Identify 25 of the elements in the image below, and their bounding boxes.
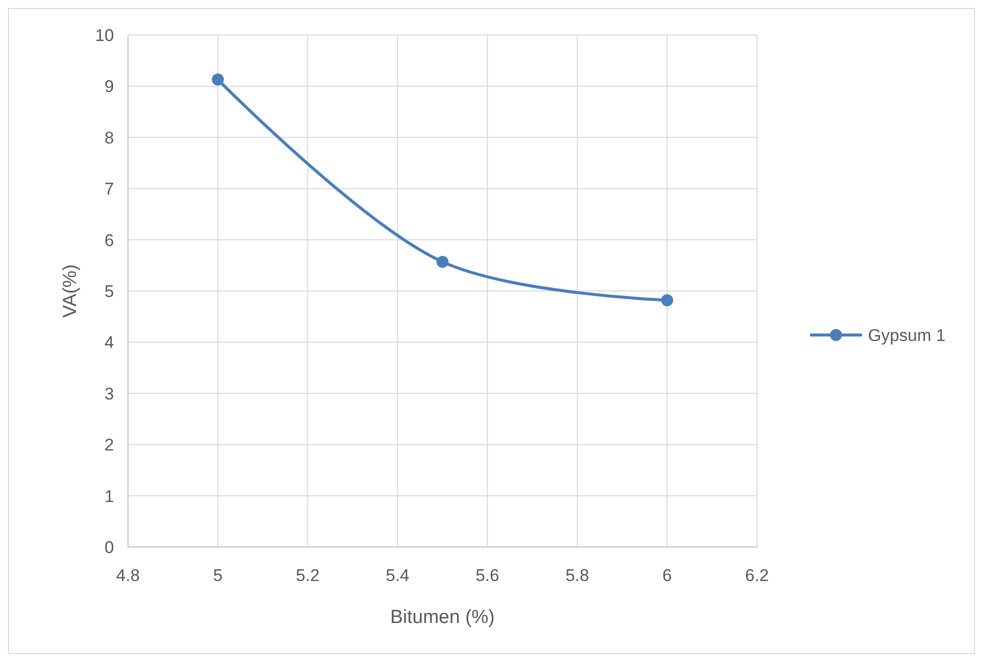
y-axis-title: VA(%) xyxy=(60,264,81,318)
x-tick-label: 5 xyxy=(213,566,223,585)
x-tick-label: 6 xyxy=(662,566,672,585)
point xyxy=(436,256,448,268)
x-tick-label: 5.8 xyxy=(565,566,590,585)
x-tick-label: 5.2 xyxy=(296,566,320,585)
x-axis-title: Bitumen (%) xyxy=(390,607,495,628)
y-tick-label: 4 xyxy=(104,333,114,352)
x-tick-label: 5.4 xyxy=(386,566,410,585)
y-tick-label: 9 xyxy=(104,77,114,96)
y-tick-label: 5 xyxy=(104,282,114,301)
y-tick-label: 0 xyxy=(104,538,114,557)
y-tick-label: 6 xyxy=(104,230,114,250)
point xyxy=(661,294,674,306)
y-tick-label: 8 xyxy=(104,128,114,148)
x-tick-label: 6.2 xyxy=(745,566,769,585)
point xyxy=(212,74,224,86)
x-tick-label: 5.6 xyxy=(476,566,500,585)
x-tick-label: 4.8 xyxy=(116,566,140,585)
y-tick-label: 1 xyxy=(104,486,114,506)
y-tick-label: 10 xyxy=(95,26,114,45)
y-tick-label: 2 xyxy=(104,436,114,455)
y-tick-label: 7 xyxy=(104,180,114,199)
y-tick-label: 3 xyxy=(104,384,114,404)
legend-label: Gypsum 1 xyxy=(868,326,946,345)
